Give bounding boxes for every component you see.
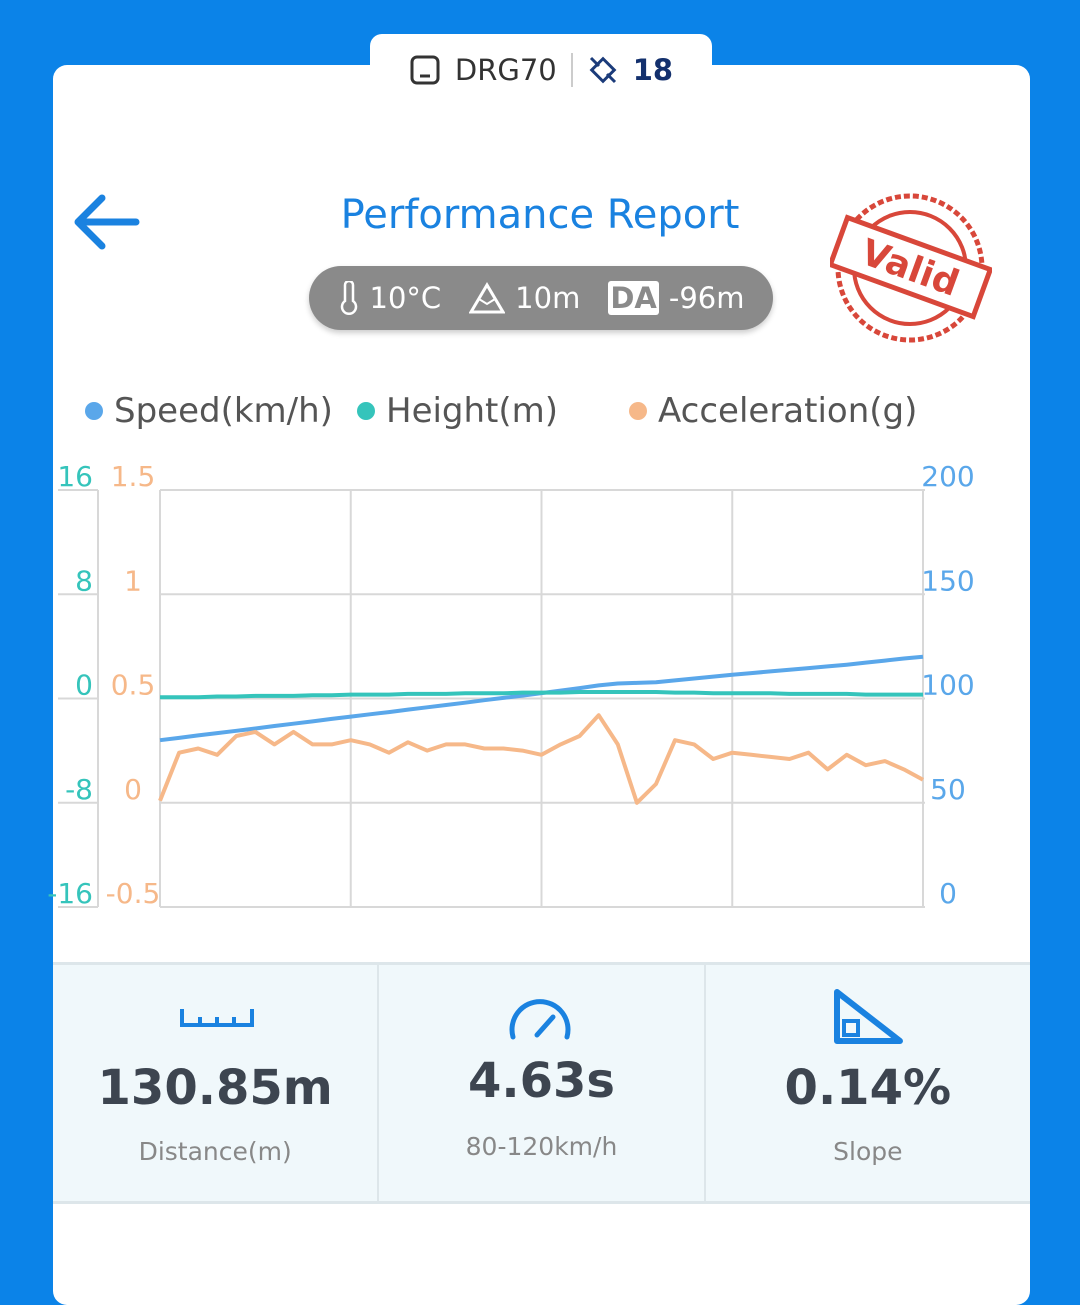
stat-label: Distance(m) (138, 1137, 292, 1166)
slope-icon (833, 989, 903, 1044)
da-badge: DA (608, 281, 659, 315)
back-button[interactable] (70, 190, 142, 254)
device-name: DRG70 (454, 53, 557, 87)
thermometer-icon (340, 281, 357, 315)
y3-tick-label: 0 (124, 773, 142, 806)
series-line (158, 713, 924, 805)
y-tick-label: 0 (75, 669, 93, 702)
stats-panel: 130.85m Distance(m) 4.63s 80-120km/h 0.1… (53, 962, 1030, 1204)
altitude: 10m (515, 281, 581, 315)
y3-tick-label: 1.5 (111, 460, 156, 493)
y-tick-label: -16 (47, 877, 93, 910)
stat-cell: 130.85m Distance(m) (53, 965, 380, 1201)
stat-cell: 4.63s 80-120km/h (379, 965, 706, 1201)
y-tick-label: -8 (65, 773, 93, 806)
device-icon (410, 55, 440, 85)
temperature: 10°C (369, 281, 442, 315)
legend-marker (629, 402, 647, 420)
conditions: 10°C 10m DA -96m (309, 266, 773, 330)
series-line (160, 690, 923, 700)
stat-label: 80-120km/h (465, 1132, 618, 1161)
legend-label: Speed(km/h) (114, 391, 333, 431)
y2-tick-label: 200 (921, 460, 974, 493)
y2-tick-label: 100 (921, 669, 974, 702)
gauge-icon (509, 999, 571, 1040)
mountain-icon (469, 282, 506, 314)
y2-tick-label: 150 (921, 564, 974, 597)
stat-cell: 0.14% Slope (706, 965, 1030, 1201)
y3-tick-label: 1 (124, 564, 142, 597)
device-pill[interactable]: DRG70 18 (370, 34, 712, 106)
page-title: Performance Report (340, 192, 740, 238)
density-altitude: -96m (668, 281, 745, 315)
legend-label: Height(m) (386, 391, 558, 431)
y-tick-label: 16 (57, 460, 93, 493)
stat-value: 0.14% (784, 1060, 952, 1116)
y2-tick-label: 50 (930, 773, 966, 806)
chart: Speed(km/h) Height(m) Acceleration(g) -16 -8… (47, 391, 974, 910)
ruler-icon (180, 1009, 254, 1027)
satellite-count: 18 (632, 53, 674, 87)
stat-value: 130.85m (97, 1060, 333, 1116)
satellite-icon (589, 56, 617, 84)
y3-tick-label: -0.5 (106, 877, 161, 910)
valid-stamp: Valid (830, 193, 992, 343)
legend-marker (85, 402, 103, 420)
y3-tick-label: 0.5 (111, 669, 156, 702)
stat-label: Slope (833, 1137, 903, 1166)
y2-tick-label: 0 (939, 877, 957, 910)
y-tick-label: 8 (75, 564, 93, 597)
legend-marker (357, 402, 375, 420)
stat-value: 4.63s (467, 1053, 615, 1109)
divider (570, 53, 573, 87)
legend-label: Acceleration(g) (658, 391, 917, 431)
